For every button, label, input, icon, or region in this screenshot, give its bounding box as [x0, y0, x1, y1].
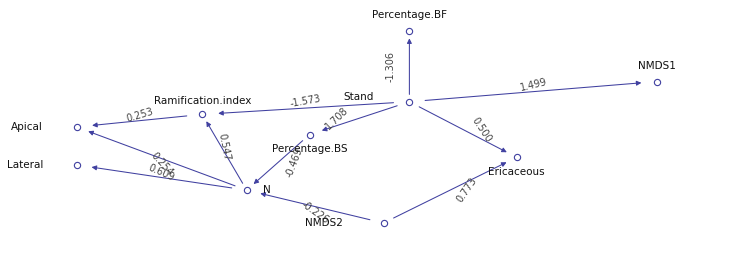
Text: NMDS2: NMDS2	[305, 218, 343, 228]
Text: 0.254: 0.254	[149, 151, 175, 178]
Text: -0.469: -0.469	[284, 146, 305, 179]
Text: 0.547: 0.547	[217, 132, 232, 161]
Text: -1.306: -1.306	[386, 51, 396, 82]
Text: 1.499: 1.499	[519, 77, 548, 93]
Text: -1.573: -1.573	[290, 94, 322, 109]
Text: NMDS1: NMDS1	[638, 61, 676, 71]
Text: Apical: Apical	[11, 122, 43, 132]
Text: 0.609: 0.609	[147, 163, 176, 183]
Text: 0.253: 0.253	[124, 106, 154, 124]
Text: Lateral: Lateral	[7, 160, 43, 170]
Text: Percentage.BF: Percentage.BF	[372, 10, 447, 20]
Text: N: N	[263, 185, 271, 195]
Text: Percentage.BS: Percentage.BS	[271, 144, 348, 154]
Text: Ericaceous: Ericaceous	[489, 167, 545, 177]
Text: 0.500: 0.500	[470, 115, 493, 144]
Text: 0.773: 0.773	[455, 176, 478, 204]
Text: 1.708: 1.708	[324, 105, 351, 131]
Text: Stand: Stand	[344, 92, 374, 102]
Text: -0.226: -0.226	[299, 199, 331, 225]
Text: Ramification.index: Ramification.index	[154, 96, 251, 105]
